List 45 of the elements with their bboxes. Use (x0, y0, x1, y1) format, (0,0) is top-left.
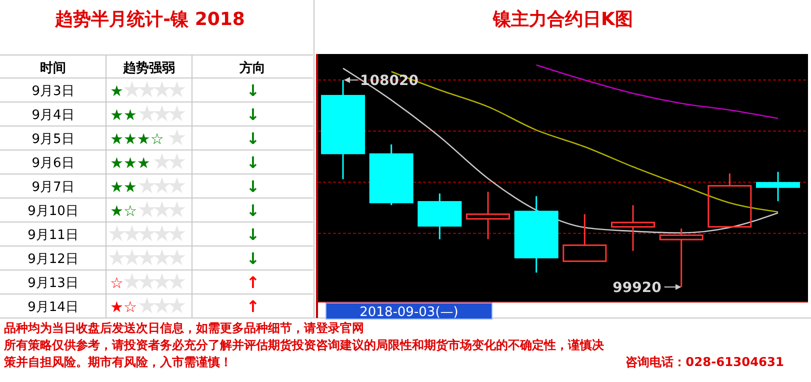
text: 方向 (238, 60, 266, 76)
category-label: 9月3日 (32, 84, 74, 99)
text: ↓ (246, 81, 260, 100)
category-label: 9月12日 (28, 252, 78, 267)
text: 品种均为当日收盘后发送次日信息，如需更多品种细节，请登录官网 (4, 321, 364, 335)
text: ★★★ (110, 154, 150, 172)
text: ★★ (110, 106, 137, 124)
category-label: 9月13日 (28, 276, 78, 291)
text: ↓ (246, 129, 260, 148)
text: ☆ (110, 274, 124, 292)
category-label: 9月11日 (28, 228, 78, 243)
category-label: 9月5日 (32, 132, 74, 147)
text: ★☆ (110, 202, 137, 220)
annotation: 99920 (612, 280, 662, 296)
text: ↓ (246, 105, 260, 124)
text: 时间 (40, 61, 66, 76)
text: 咨询电话：028-61304631 (626, 355, 784, 369)
category-label: 9月10日 (28, 204, 78, 219)
chart-title: 镍主力合约日K图 (492, 9, 633, 30)
text: 所有策略仅供参考，请投资者务必充分了解并评估期货投资咨询建议的局限性和期货市场变化的不确定性，谨慎决 (3, 338, 605, 352)
text: ★ (110, 82, 124, 100)
text: ↓ (246, 201, 260, 220)
text: ★☆ (110, 298, 137, 316)
text: ★★★☆ (110, 130, 164, 148)
category-label: 9月4日 (32, 108, 74, 123)
candlestick (466, 191, 510, 240)
text: 趋势半月统计-镍 2018 (54, 9, 245, 30)
text: 2018-09-03(—) (360, 305, 458, 320)
text: ↓ (246, 225, 260, 244)
text: ↑ (246, 273, 260, 292)
text: 策并自担风险。期市有风险，入市需谨慎！ (3, 355, 232, 369)
category-label: 9月7日 (32, 180, 74, 195)
category-label: 9月14日 (28, 300, 78, 315)
candlestick (514, 195, 558, 274)
text: ★★ (110, 178, 137, 196)
candlestick (756, 171, 800, 202)
text: ↓ (246, 249, 260, 268)
text: ↓ (246, 177, 260, 196)
candlestick (610, 204, 656, 252)
text: ↑ (246, 297, 260, 316)
text: ↓ (246, 153, 260, 172)
text: 趋势强弱 (122, 60, 175, 76)
candlestick (418, 192, 462, 240)
category-label: 9月6日 (32, 156, 74, 171)
candlestick (659, 228, 704, 288)
